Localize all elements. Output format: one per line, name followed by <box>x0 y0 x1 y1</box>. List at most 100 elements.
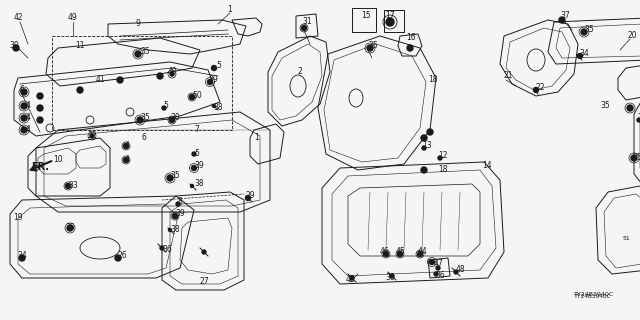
Text: 34: 34 <box>579 50 589 59</box>
Text: 38: 38 <box>213 103 223 113</box>
Text: 8: 8 <box>178 197 183 206</box>
Text: 5: 5 <box>194 149 199 158</box>
Circle shape <box>438 156 442 160</box>
Circle shape <box>13 45 19 51</box>
Circle shape <box>162 106 166 110</box>
Circle shape <box>124 157 129 163</box>
Text: 27: 27 <box>199 277 209 286</box>
Text: 35: 35 <box>600 101 610 110</box>
Circle shape <box>170 72 174 76</box>
Circle shape <box>417 252 422 257</box>
Text: 21: 21 <box>504 71 513 81</box>
Text: 35: 35 <box>368 42 378 51</box>
Text: 11: 11 <box>76 42 84 51</box>
Text: 14: 14 <box>482 162 492 171</box>
Circle shape <box>21 115 27 121</box>
Circle shape <box>637 118 640 122</box>
Text: 36: 36 <box>435 271 445 281</box>
Circle shape <box>202 250 206 254</box>
Circle shape <box>211 66 216 70</box>
Text: 6: 6 <box>142 133 147 142</box>
Circle shape <box>192 152 196 156</box>
Circle shape <box>397 252 403 257</box>
Text: 37: 37 <box>560 12 570 20</box>
Text: 49: 49 <box>68 13 78 22</box>
Text: 19: 19 <box>13 213 23 222</box>
Circle shape <box>160 246 164 250</box>
Circle shape <box>167 175 173 181</box>
Text: 13: 13 <box>422 141 431 150</box>
Text: 35: 35 <box>65 223 75 233</box>
Circle shape <box>77 87 83 93</box>
Circle shape <box>434 272 438 276</box>
Text: 35: 35 <box>140 47 150 57</box>
Text: 30: 30 <box>170 114 180 123</box>
Text: 35: 35 <box>170 172 180 180</box>
Circle shape <box>21 89 27 95</box>
Text: 6: 6 <box>20 85 24 94</box>
Text: 9: 9 <box>136 20 140 28</box>
Circle shape <box>383 252 388 257</box>
Circle shape <box>170 117 175 123</box>
Circle shape <box>559 17 565 23</box>
Text: 4: 4 <box>125 156 130 164</box>
Circle shape <box>65 183 70 188</box>
Text: 51: 51 <box>622 236 630 241</box>
Circle shape <box>37 93 43 99</box>
Text: 7: 7 <box>194 125 199 134</box>
Text: 30: 30 <box>9 42 19 51</box>
Text: 15: 15 <box>361 12 371 20</box>
Text: 1: 1 <box>228 5 232 14</box>
Circle shape <box>436 266 440 270</box>
Circle shape <box>577 53 582 59</box>
Circle shape <box>21 103 27 109</box>
Text: 38: 38 <box>194 180 204 188</box>
Circle shape <box>176 202 180 206</box>
Text: 5: 5 <box>216 61 221 70</box>
Circle shape <box>173 213 177 219</box>
Text: 5: 5 <box>163 101 168 110</box>
Text: 44: 44 <box>417 247 427 257</box>
Circle shape <box>421 167 427 173</box>
Text: 26: 26 <box>118 252 127 260</box>
Text: 35: 35 <box>584 26 594 35</box>
Circle shape <box>407 45 413 51</box>
Text: 36: 36 <box>162 245 172 254</box>
Text: 48: 48 <box>456 266 466 275</box>
Circle shape <box>421 135 427 141</box>
Circle shape <box>390 274 394 278</box>
Circle shape <box>386 18 394 26</box>
Text: 39: 39 <box>194 162 204 171</box>
Text: 4: 4 <box>125 141 130 150</box>
Circle shape <box>115 255 121 261</box>
Text: TY24B3940C: TY24B3940C <box>574 292 614 297</box>
Circle shape <box>37 105 43 111</box>
Text: 36: 36 <box>385 274 395 283</box>
Text: 10: 10 <box>53 156 63 164</box>
Circle shape <box>627 105 633 111</box>
Text: 35: 35 <box>632 154 640 163</box>
Text: 12: 12 <box>438 151 447 161</box>
Text: 32: 32 <box>87 132 97 140</box>
Circle shape <box>427 129 433 135</box>
Text: 35: 35 <box>140 114 150 123</box>
Text: 4: 4 <box>26 101 31 110</box>
Text: 17: 17 <box>385 12 395 20</box>
Circle shape <box>534 87 538 92</box>
Text: 18: 18 <box>438 165 447 174</box>
Circle shape <box>168 228 172 231</box>
Text: 39: 39 <box>208 76 218 84</box>
Circle shape <box>157 73 163 79</box>
Text: 22: 22 <box>536 84 545 92</box>
Circle shape <box>301 26 307 30</box>
Circle shape <box>90 134 94 138</box>
Circle shape <box>207 79 212 84</box>
Text: 39: 39 <box>175 210 185 219</box>
Text: 40: 40 <box>168 68 178 76</box>
Text: 41: 41 <box>95 76 105 84</box>
Circle shape <box>135 51 141 57</box>
Text: 29: 29 <box>246 191 255 201</box>
Text: 38: 38 <box>170 226 180 235</box>
Circle shape <box>137 117 143 123</box>
Text: 4: 4 <box>26 114 31 123</box>
